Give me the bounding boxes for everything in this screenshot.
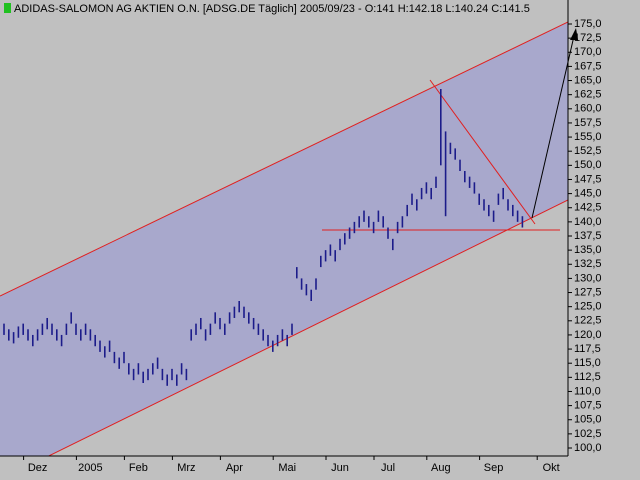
channel-fill (0, 22, 568, 456)
y-tick-label: 142,5 (574, 202, 602, 214)
y-tick-label: 170,0 (574, 46, 602, 58)
resistance-line (429, 79, 536, 225)
y-tick-label: 172,5 (574, 32, 602, 44)
x-tick-label: Jun (331, 462, 349, 474)
y-tick-label: 135,0 (574, 244, 602, 256)
target-arrow (531, 35, 575, 219)
y-tick-label: 147,5 (574, 173, 602, 185)
y-tick-label: 107,5 (574, 400, 602, 412)
y-tick-label: 105,0 (574, 414, 602, 426)
y-tick-label: 160,0 (574, 103, 602, 115)
x-tick-label: Jul (381, 462, 395, 474)
y-tick-label: 117,5 (574, 343, 601, 355)
y-tick-label: 165,0 (574, 74, 602, 86)
y-tick-label: 102,5 (574, 428, 602, 440)
y-tick-label: 140,0 (574, 216, 602, 228)
x-tick-label: Sep (484, 462, 504, 474)
y-tick-label: 130,0 (574, 272, 602, 284)
x-tick-label: Okt (543, 462, 560, 474)
y-tick-label: 120,0 (574, 329, 602, 341)
y-tick-label: 125,0 (574, 301, 602, 313)
y-tick-label: 167,5 (574, 60, 602, 72)
lower-trend-line (47, 199, 568, 456)
x-tick-label: Mai (278, 462, 296, 474)
x-tick-label: Apr (226, 462, 243, 474)
channel (0, 21, 568, 456)
x-tick-label: Aug (431, 462, 451, 474)
y-tick-label: 155,0 (574, 131, 602, 143)
y-tick-label: 175,0 (574, 18, 602, 30)
upper-trend-line (0, 21, 568, 297)
x-tick-label: Mrz (177, 462, 195, 474)
x-tick-label: Dez (28, 462, 48, 474)
y-tick-label: 137,5 (574, 230, 602, 242)
x-tick-label: 2005 (78, 462, 102, 474)
y-tick-label: 122,5 (574, 315, 602, 327)
y-tick-label: 127,5 (574, 286, 602, 298)
title-icon (4, 3, 11, 13)
arrow-head (570, 28, 578, 40)
y-tick-label: 110,0 (574, 385, 601, 397)
y-tick-label: 145,0 (574, 188, 602, 200)
x-tick-label: Feb (129, 462, 148, 474)
y-tick-label: 152,5 (574, 145, 602, 157)
y-tick-label: 157,5 (574, 117, 602, 129)
y-tick-label: 162,5 (574, 89, 602, 101)
y-tick-label: 112,5 (574, 371, 601, 383)
y-tick-label: 132,5 (574, 258, 602, 270)
chart-title: ADIDAS-SALOMON AG AKTIEN O.N. [ADSG.DE T… (14, 3, 530, 15)
y-tick-label: 150,0 (574, 159, 602, 171)
y-tick-label: 115,0 (574, 357, 601, 369)
y-tick-label: 100,0 (574, 442, 602, 454)
